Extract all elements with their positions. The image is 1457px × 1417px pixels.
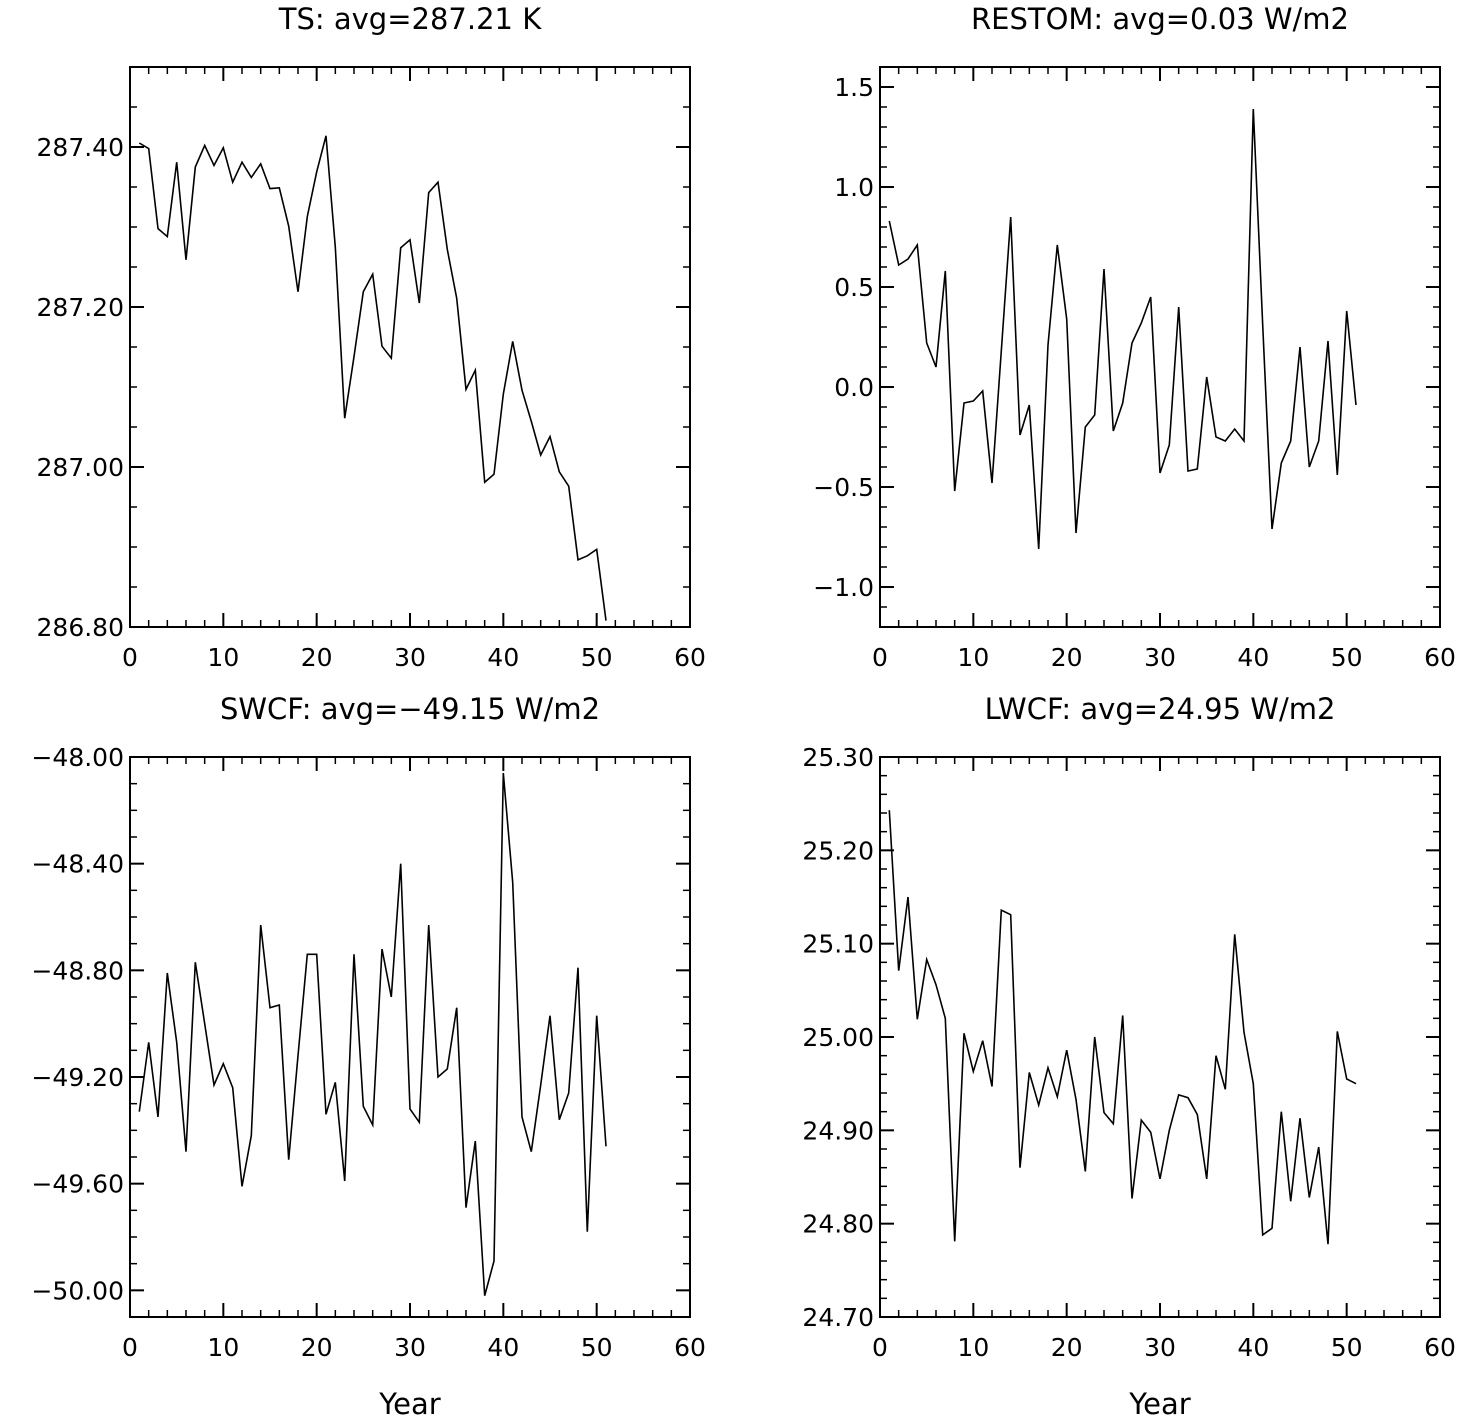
y-tick-label: −48.40 — [31, 850, 124, 879]
x-tick-label: 60 — [1424, 643, 1456, 672]
y-tick-label: 286.80 — [37, 613, 124, 642]
y-tick-label: 287.00 — [37, 453, 124, 482]
x-tick-label: 0 — [872, 643, 888, 672]
x-tick-label: 60 — [1424, 1333, 1456, 1362]
plot-frame — [129, 756, 691, 1318]
y-tick-label: 287.40 — [37, 133, 124, 162]
chart-title: LWCF: avg=24.95 W/m2 — [985, 692, 1336, 726]
chart-title: SWCF: avg=−49.15 W/m2 — [220, 692, 600, 726]
x-tick-label: 30 — [394, 1333, 426, 1362]
y-tick-label: 287.20 — [37, 293, 124, 322]
chart-title: TS: avg=287.21 K — [278, 2, 542, 36]
chart-title: RESTOM: avg=0.03 W/m2 — [971, 2, 1349, 36]
panel-4: LWCF: avg=24.95 W/m2 0 10 20 30 40 50 60 24.70 24… — [802, 692, 1455, 1417]
x-tick-label: 40 — [1237, 643, 1269, 672]
y-tick-label: 24.90 — [802, 1116, 874, 1145]
y-tick-label: 25.20 — [802, 836, 874, 865]
x-tick-label: 0 — [122, 643, 138, 672]
y-tick-label: 0.5 — [834, 273, 874, 302]
y-tick-label: −48.00 — [31, 743, 124, 772]
x-tick-label: 60 — [674, 643, 706, 672]
series-line — [138, 772, 607, 1296]
x-tick-label: 10 — [207, 643, 239, 672]
y-tick-label: 25.30 — [802, 743, 874, 772]
panel-2: RESTOM: avg=0.03 W/m2 0 10 20 30 40 50 60 −1.0 −0… — [813, 2, 1456, 672]
x-tick-label: 30 — [1144, 1333, 1176, 1362]
y-tick-label: −49.60 — [31, 1170, 124, 1199]
x-tick-label: 0 — [122, 1333, 138, 1362]
y-tick-label: 0.0 — [834, 373, 874, 402]
x-tick-label: 50 — [1331, 643, 1363, 672]
series-line — [888, 810, 1357, 1245]
y-tick-label: 1.0 — [834, 173, 874, 202]
y-tick-label: −48.80 — [31, 956, 124, 985]
x-tick-label: 20 — [301, 1333, 333, 1362]
x-tick-label: 10 — [207, 1333, 239, 1362]
panel-1: TS: avg=287.21 K 0 10 20 30 40 50 60 286.80 287.0… — [37, 2, 706, 672]
x-tick-label: 20 — [1051, 643, 1083, 672]
x-tick-label: 50 — [1331, 1333, 1363, 1362]
y-tick-label: −50.00 — [31, 1276, 124, 1305]
series-line — [888, 108, 1357, 550]
x-tick-label: 50 — [581, 643, 613, 672]
x-tick-label: 50 — [581, 1333, 613, 1362]
series-line — [138, 135, 607, 621]
y-tick-label: 25.00 — [802, 1023, 874, 1052]
x-tick-label: 10 — [957, 643, 989, 672]
y-tick-label: 1.5 — [834, 73, 874, 102]
x-tick-label: 0 — [872, 1333, 888, 1362]
y-tick-label: −49.20 — [31, 1063, 124, 1092]
y-tick-label: 24.70 — [802, 1303, 874, 1332]
x-axis-label: Year — [1128, 1387, 1190, 1417]
x-tick-label: 30 — [1144, 643, 1176, 672]
x-tick-label: 10 — [957, 1333, 989, 1362]
plot-frame — [129, 66, 691, 628]
x-tick-label: 20 — [1051, 1333, 1083, 1362]
x-tick-label: 40 — [487, 1333, 519, 1362]
plot-frame — [879, 66, 1441, 628]
y-tick-label: 24.80 — [802, 1210, 874, 1239]
y-tick-label: −0.5 — [813, 473, 874, 502]
x-tick-label: 30 — [394, 643, 426, 672]
x-tick-label: 40 — [487, 643, 519, 672]
x-tick-label: 20 — [301, 643, 333, 672]
y-tick-label: −1.0 — [813, 573, 874, 602]
y-tick-label: 25.10 — [802, 930, 874, 959]
x-tick-label: 60 — [674, 1333, 706, 1362]
x-axis-label: Year — [378, 1387, 440, 1417]
x-tick-label: 40 — [1237, 1333, 1269, 1362]
panel-3: SWCF: avg=−49.15 W/m2 0 10 20 30 40 50 60 −48.00… — [31, 692, 705, 1417]
